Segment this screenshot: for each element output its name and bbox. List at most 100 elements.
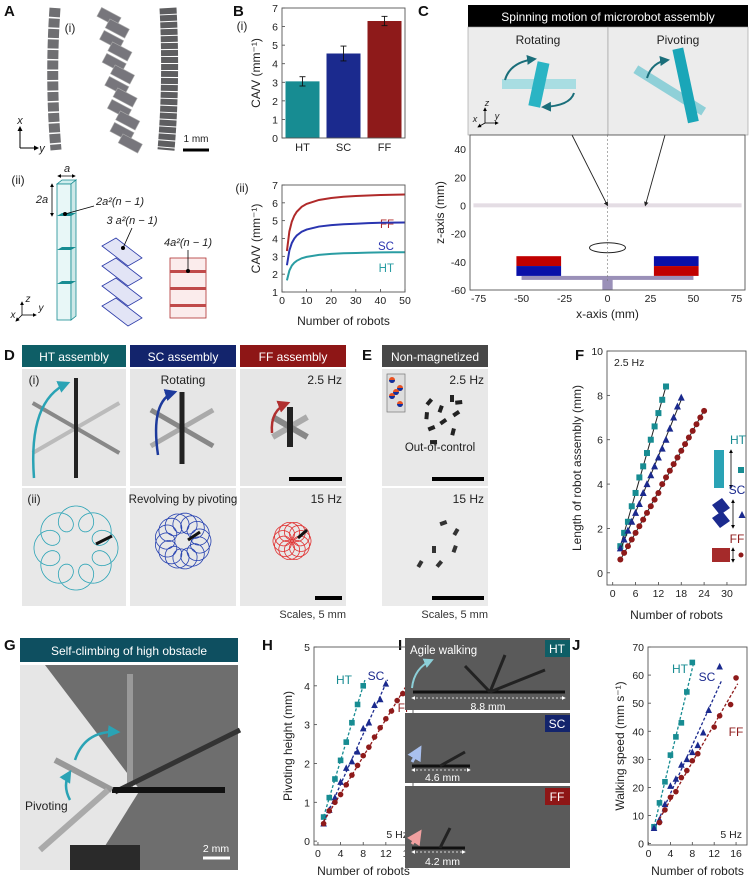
triangle-marker [716, 662, 723, 670]
frequency-annotation: 5 Hz [720, 829, 742, 841]
leader-line [64, 205, 95, 215]
line-series-SC [285, 221, 406, 266]
circle-marker [647, 503, 654, 510]
y-tick-label: 1 [272, 114, 278, 126]
x-tick-label: 0 [605, 293, 611, 305]
circle-marker [624, 543, 631, 550]
y-tick-label: 10 [591, 346, 603, 358]
y-tick-label: 0 [638, 839, 644, 851]
plot-frame [313, 646, 414, 846]
robot-block-sc [112, 87, 138, 108]
square-marker [320, 814, 327, 820]
pivot-arrow [646, 56, 670, 79]
photo-walking-ff [405, 786, 570, 868]
axis-x-label: x [10, 310, 17, 321]
photo-pivoting [130, 488, 236, 606]
circle-marker [666, 467, 673, 474]
header-ht [22, 345, 126, 367]
x-axis-label: Number of robots [651, 864, 744, 877]
y-tick-label: 6 [272, 198, 278, 210]
x-tick-label: 12 [708, 848, 720, 860]
triangle-marker [354, 748, 361, 755]
particle-blue [397, 404, 403, 407]
tag-sc [545, 715, 570, 732]
circle-marker [636, 523, 643, 530]
square-marker [647, 436, 654, 443]
plot-frame [281, 7, 406, 139]
header-non-magnetized [382, 345, 488, 367]
circle-marker [689, 427, 696, 434]
fit-line-FF [323, 679, 411, 822]
circle-marker [320, 820, 327, 827]
square-marker [636, 474, 643, 481]
out-of-control-label: Out-of-control [405, 442, 475, 454]
circle-marker [651, 496, 658, 503]
robot-stick [439, 750, 466, 768]
triangle-marker [331, 793, 339, 801]
y-tick-label: 70 [632, 642, 644, 654]
sc-block [101, 297, 143, 327]
x-tick-label: 0 [279, 295, 285, 307]
particle [424, 412, 429, 420]
axis-arrow [15, 314, 23, 322]
robot-stick [463, 664, 492, 694]
y-tick-label: 60 [632, 670, 644, 682]
triangle-marker [705, 706, 713, 713]
square-marker [651, 423, 658, 430]
magnet-base [521, 275, 694, 280]
x-tick-label: 0 [610, 588, 616, 600]
circle-marker [685, 434, 692, 441]
square-marker [640, 463, 647, 470]
x-tick-label: 12 [653, 588, 665, 600]
line-series-FF [285, 193, 406, 252]
legend-icon-sc [712, 498, 730, 515]
x-tick-label: 16 [730, 848, 742, 860]
robot-stick [95, 534, 113, 546]
triangle-marker [667, 782, 674, 789]
header-label: SC assembly [148, 350, 219, 364]
circle-marker [332, 799, 338, 806]
y-tick-label: -40 [451, 257, 466, 269]
series-label-HT: HT [379, 263, 394, 275]
circle-marker [371, 734, 378, 740]
triangle-marker [376, 695, 384, 703]
robot-block-sc [115, 110, 141, 131]
series-label-ht: HT [336, 673, 353, 687]
series-label-ff: FF [729, 725, 744, 739]
rotate-arrow [154, 389, 178, 456]
subpanel-label: (i) [65, 21, 76, 35]
y-axis-label: Pivoting height (mm) [281, 691, 295, 801]
x-tick-label: 25 [645, 293, 657, 305]
x-tick-label: 4 [338, 848, 344, 860]
y-axis-label: z-axis (mm) [433, 181, 447, 244]
triangle-marker [738, 511, 746, 518]
triangle-marker [647, 471, 655, 479]
legend-ff: FF [730, 532, 745, 546]
circle-marker [377, 724, 383, 731]
ht-contact-face [57, 281, 76, 284]
x-tick-label: -75 [471, 293, 486, 305]
scale-label: 1 mm [184, 134, 209, 145]
y-axis-label: CA/V (mm⁻¹) [249, 204, 263, 274]
plot-frame [469, 134, 746, 291]
x-axis-label: Number of robots [630, 608, 723, 622]
triangle-marker [348, 757, 356, 765]
header-label: Non-magnetized [391, 350, 479, 364]
y-tick-label: 10 [632, 811, 644, 823]
plot-frame [281, 184, 406, 293]
x-tick-label: 8 [689, 848, 695, 860]
y-tick-label: 3 [272, 77, 278, 89]
sc-block [101, 257, 143, 287]
particle-blue [389, 380, 395, 383]
particle-blue [389, 396, 395, 399]
y-tick-label: 20 [632, 782, 644, 794]
square-marker [360, 683, 367, 689]
square-marker [343, 739, 350, 745]
y-tick-label: 6 [272, 22, 278, 34]
series-label-sc: SC [368, 669, 385, 683]
y-tick-label: 40 [454, 144, 466, 156]
x-tick-label: 75 [731, 293, 743, 305]
triangle-marker [683, 755, 691, 763]
walk-arrow [407, 745, 422, 763]
x-tick-label: 10 [301, 295, 313, 307]
